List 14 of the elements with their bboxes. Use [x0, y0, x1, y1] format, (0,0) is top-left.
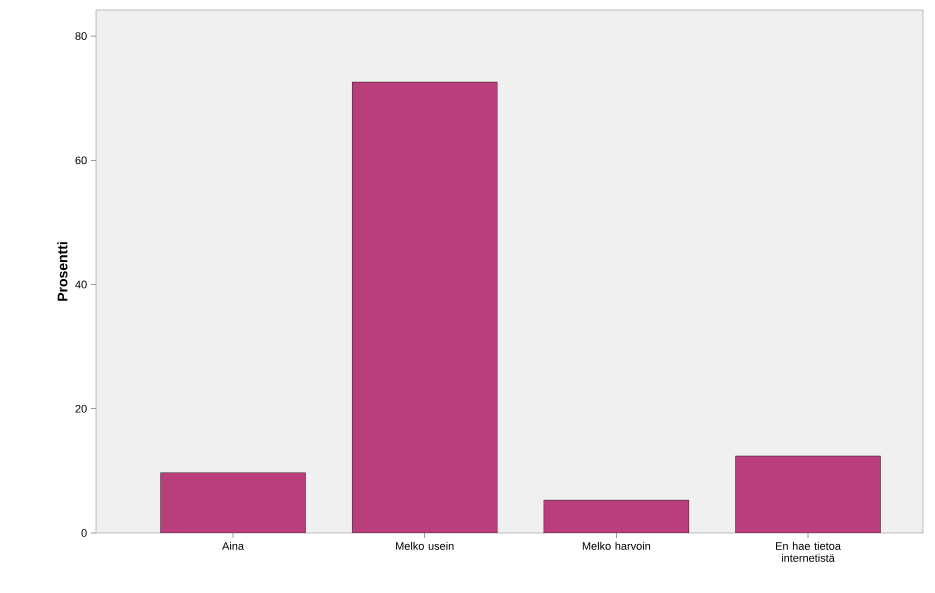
bar — [160, 472, 306, 533]
x-tick-label: Melko harvoin — [582, 542, 650, 550]
x-tick-label: Melko usein — [396, 542, 454, 550]
bar — [735, 456, 881, 533]
x-tick-label: En hae tietoa internetistä — [776, 542, 841, 562]
y-axis-title: Prosentti — [57, 242, 68, 301]
x-tick-label: Aina — [222, 542, 244, 550]
y-tick-label: 0 — [81, 529, 87, 537]
bar — [352, 82, 498, 533]
y-tick-label: 20 — [76, 404, 87, 413]
y-tick-label: 60 — [76, 156, 87, 164]
y-tick-label: 40 — [75, 280, 87, 288]
bar — [544, 500, 689, 533]
y-tick-label: 80 — [75, 32, 87, 40]
